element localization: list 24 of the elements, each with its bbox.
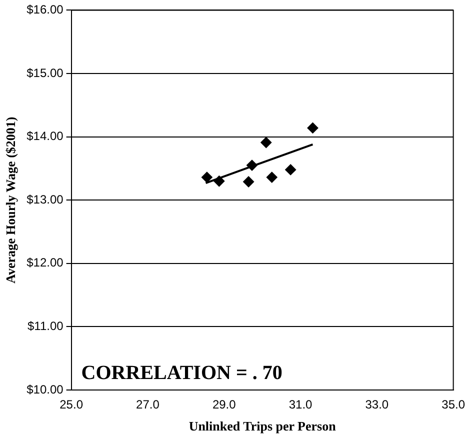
- y-axis-title: Average Hourly Wage ($2001): [3, 116, 18, 284]
- y-tick-label: $11.00: [27, 319, 64, 334]
- x-tick-label: 29.0: [212, 398, 236, 412]
- point: [201, 172, 212, 183]
- point: [307, 122, 318, 134]
- x-tick-label: 25.0: [60, 398, 84, 412]
- point: [266, 172, 278, 183]
- point: [214, 176, 225, 187]
- y-tick-label: $13.00: [26, 192, 64, 206]
- x-tick-label: 35.0: [442, 398, 466, 412]
- point: [246, 160, 258, 171]
- y-tick-label: $16.00: [26, 2, 64, 17]
- y-tick-label: $12.00: [26, 256, 64, 270]
- x-tick-label: 33.0: [365, 398, 389, 412]
- point: [243, 176, 254, 188]
- x-tick-label: 27.0: [136, 398, 160, 412]
- y-tick-label: $10.00: [26, 382, 64, 396]
- point: [285, 164, 296, 176]
- annotation: CORRELATION = . 70: [81, 362, 282, 384]
- x-axis-title: Unlinked Trips per Person: [188, 418, 337, 434]
- y-tick-label: $15.00: [26, 66, 64, 80]
- point: [260, 136, 272, 148]
- x-tick-label: 31.0: [288, 398, 313, 412]
- y-tick-label: $14.00: [26, 129, 64, 144]
